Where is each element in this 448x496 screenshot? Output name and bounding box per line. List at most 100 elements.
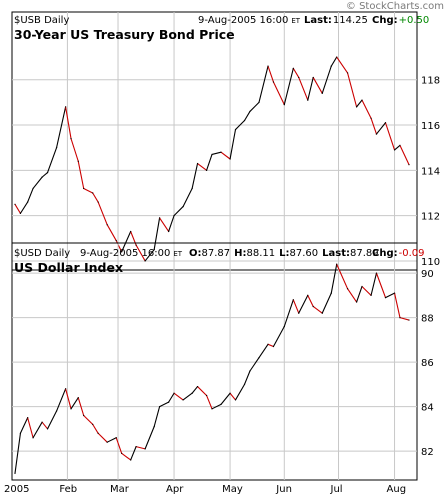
- dollar-data-point: [70, 408, 72, 410]
- dollar-line-segment: [330, 263, 338, 294]
- dollar-line-segment: [361, 285, 372, 296]
- dollar-data-point: [370, 294, 372, 296]
- dollar-data-point: [191, 392, 193, 394]
- dollar-data-point: [330, 292, 332, 294]
- bond-line-segment: [206, 153, 213, 171]
- bond-line-segment: [375, 122, 387, 135]
- dollar-data-point: [144, 448, 146, 450]
- bond-data-point: [220, 151, 222, 153]
- bond-data-point: [153, 249, 155, 251]
- dollar-data-point: [182, 399, 184, 401]
- bond-data-point: [196, 162, 199, 165]
- dollar-line-segment: [399, 317, 410, 321]
- bond-data-point: [121, 251, 123, 253]
- bond-line-segment: [312, 76, 323, 94]
- bond-data-point: [321, 92, 323, 94]
- dollar-data-point: [32, 437, 34, 439]
- bond-line-segment: [135, 244, 146, 262]
- bond-line-segment: [196, 162, 208, 171]
- bond-y-tick-label: 116: [421, 121, 440, 132]
- bond-data-point: [55, 147, 58, 149]
- bond-data-point: [173, 215, 175, 217]
- dollar-data-point: [336, 263, 338, 265]
- dollar-data-point: [312, 305, 314, 308]
- bond-title: 30-Year US Treasury Bond Price: [14, 27, 235, 42]
- bond-data-point: [191, 187, 193, 190]
- dollar-line-segment: [97, 432, 108, 443]
- dollar-line-segment: [267, 343, 274, 348]
- dollar-line-segment: [375, 272, 387, 299]
- bond-data-point: [77, 160, 79, 162]
- bond-data-point: [115, 239, 117, 242]
- dollar-data-point: [298, 312, 300, 314]
- bond-line-segment: [121, 230, 132, 253]
- dollar-line-segment: [65, 388, 72, 410]
- dollar-y-tick-label: 90: [421, 269, 434, 280]
- dollar-title: US Dollar Index: [14, 260, 123, 275]
- bond-line-segment: [77, 160, 85, 189]
- bond-line-segment: [115, 240, 123, 253]
- bond-line-segment: [249, 101, 260, 112]
- dollar-line-segment: [191, 386, 199, 394]
- dollar-data-point: [243, 383, 246, 385]
- dollar-line-segment: [393, 292, 401, 319]
- bond-line-segment: [321, 65, 332, 94]
- dollar-line-segment: [384, 292, 396, 299]
- bond-data-point: [32, 187, 34, 190]
- dollar-data-point: [321, 312, 323, 314]
- dollar-data-point: [267, 343, 269, 345]
- bond-line-segment: [97, 201, 108, 226]
- dollar-data-point: [211, 408, 213, 410]
- bond-line-segment: [258, 65, 269, 103]
- bond-line-segment: [370, 117, 378, 135]
- dollar-data-point: [92, 423, 94, 425]
- bond-data-point: [92, 192, 94, 194]
- dollar-line-segment: [168, 392, 175, 403]
- bond-data-point: [144, 260, 146, 262]
- bond-data-point: [229, 158, 231, 160]
- dollar-line-segment: [347, 288, 358, 303]
- bond-line-segment: [292, 67, 300, 78]
- dollar-line-segment: [27, 417, 34, 439]
- bond-data-point: [249, 110, 251, 113]
- bond-line-segment: [229, 129, 237, 160]
- bond-data-point: [182, 205, 184, 208]
- dollar-line-segment: [135, 446, 146, 450]
- bond-data-point: [14, 203, 16, 205]
- dollar-line-segment: [173, 392, 184, 401]
- dollar-line-segment: [356, 285, 363, 303]
- bond-data-point: [361, 99, 363, 101]
- bond-data-point: [272, 81, 275, 83]
- bond-price-series: [14, 56, 410, 262]
- dollar-data-point: [77, 397, 79, 399]
- dollar-symbol: $USD Daily: [14, 248, 70, 259]
- bond-plot-frame: [11, 11, 418, 271]
- bond-line-segment: [19, 201, 29, 214]
- bond-last: Last:114.25: [304, 15, 368, 26]
- dollar-y-ticks: 82 84 86 88 90: [421, 269, 434, 458]
- dollar-line-segment: [312, 305, 323, 314]
- dollar-data-point: [135, 446, 137, 448]
- dollar-data-point: [173, 392, 175, 394]
- bond-data-point: [336, 56, 338, 58]
- bond-data-point: [355, 106, 358, 108]
- x-tick-label: Jul: [330, 484, 343, 495]
- bond-line-segment: [361, 99, 372, 119]
- dollar-panel: 82 84 86 88 90 $USD Daily 9-Aug-2005 16:00 ET…: [11, 242, 434, 481]
- bond-line-segment: [106, 224, 117, 242]
- dollar-line-segment: [70, 397, 79, 410]
- dollar-line-segment: [159, 401, 170, 408]
- dollar-line-segment: [182, 392, 193, 401]
- ohlc-value: 87.60: [290, 248, 319, 259]
- dollar-y-tick-label: 82: [421, 447, 434, 458]
- dollar-line-segment: [298, 294, 309, 314]
- ohlc-value: 87.89: [350, 248, 379, 259]
- x-tick-label: Feb: [59, 484, 77, 495]
- bond-data-point: [408, 164, 410, 166]
- bond-line-segment: [298, 76, 309, 101]
- dollar-line-segment: [14, 432, 21, 474]
- bond-data-point: [130, 230, 132, 233]
- bond-grid: [12, 12, 417, 262]
- dollar-data-point: [283, 325, 285, 328]
